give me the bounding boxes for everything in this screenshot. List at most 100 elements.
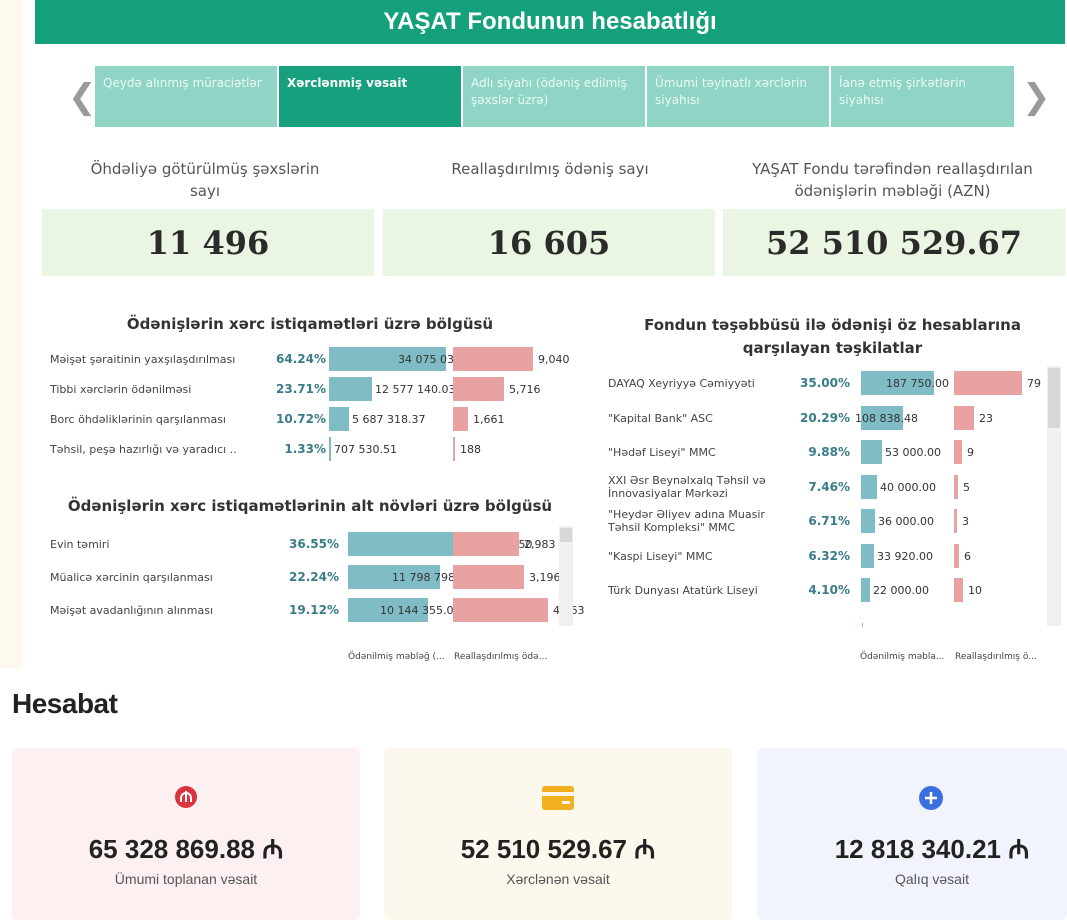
count-bar[interactable] <box>453 532 519 556</box>
organizations-scroll-thumb[interactable] <box>1048 368 1060 428</box>
card-remaining: 12 818 340.21 ₼ Qalıq vəsait <box>757 748 1067 920</box>
card-label: Ümumi toplanan vəsait <box>114 871 258 887</box>
chart-row[interactable]: Məişət avadanlığının alınması 19.12% 10 14… <box>50 598 585 624</box>
card-total-collected: 65 328 869.88 ₼ Ümumi toplanan vəsait <box>12 748 360 920</box>
amount-bar[interactable] <box>861 371 934 395</box>
subtypes-title: Ödənişlərin xərc istiqamətlərinin alt nö… <box>67 497 553 515</box>
amount-bar[interactable] <box>861 509 875 533</box>
kpi-value-payments: 16 605 <box>383 209 715 276</box>
chevron-left-icon[interactable]: ❮ <box>68 77 97 117</box>
count-bar[interactable] <box>453 437 455 461</box>
chart-row[interactable]: Türk Dunyası Atatürk Liseyi 4.10% 22 000.0… <box>608 578 1048 604</box>
kpi-label-persons: Öhdəliyə götürülmüş şəxslərin sayı <box>90 160 320 200</box>
amount-bar[interactable] <box>329 437 331 461</box>
amount-bar[interactable] <box>329 347 446 371</box>
row-percent: 6.71% <box>808 514 850 528</box>
card-label: Xərclənən vəsait <box>506 871 610 887</box>
count-label: 9,040 <box>538 353 570 366</box>
manat-icon <box>175 786 197 813</box>
amount-label: 108 838.48 <box>855 411 918 425</box>
row-label: Məişət avadanlığının alınması <box>50 604 214 617</box>
row-label: "Kapital Bank" ASC <box>608 411 713 425</box>
chart-row[interactable]: Müalicə xərcinin qarşılanması 22.24% 11 79… <box>50 565 561 591</box>
count-bar[interactable] <box>954 509 957 533</box>
count-bar[interactable] <box>954 474 958 499</box>
amount-bar[interactable] <box>329 377 372 401</box>
report-title: Hesabat <box>12 688 118 719</box>
count-bar[interactable] <box>954 578 963 602</box>
count-label: 6 <box>964 549 971 563</box>
count-bar[interactable] <box>453 377 504 401</box>
amount-bar[interactable] <box>861 405 903 430</box>
chart-row[interactable]: Təhsil, peşə hazırlığı və yaradıcı .. 1.3… <box>50 437 570 463</box>
chart-row[interactable]: "Heydər Əliyev adına Muasir Təhsil Kompl… <box>608 508 1048 535</box>
amount-bar[interactable] <box>861 578 870 602</box>
row-percent: 4.10% <box>808 583 850 597</box>
amount-bar[interactable] <box>861 440 882 464</box>
subtypes-scrollbar[interactable] <box>559 526 573 626</box>
subtypes-footer-count: Reallaşdırılmış ödə... <box>454 652 548 662</box>
dashboard-title: YAŞAT Fondunun hesabatlığı <box>35 0 1065 44</box>
chart-row[interactable]: Borc öhdəliklərinin qarşılanması 10.72% 5 … <box>50 407 570 433</box>
row-percent: 9.88% <box>808 445 850 459</box>
amount-bar[interactable] <box>348 598 428 622</box>
kpi-label-amount: YAŞAT Fondu tərəfindən reallaşdırılan öd… <box>752 160 1033 200</box>
amount-label: 187 750.00 <box>886 377 949 390</box>
count-bar[interactable] <box>453 347 533 371</box>
count-label: 2,983 <box>524 538 556 551</box>
card-icon <box>542 786 574 815</box>
amount-label: 11 798 798.46 <box>392 571 473 584</box>
count-bar[interactable] <box>453 598 548 622</box>
chevron-right-icon[interactable]: ❯ <box>1022 77 1051 117</box>
count-bar[interactable] <box>954 440 962 464</box>
organizations-footer-amount: Ödənilmiş məbla... <box>860 652 945 662</box>
amount-bar[interactable] <box>329 407 349 431</box>
count-label: 3 <box>962 515 969 528</box>
chart-row[interactable]: Tibbi xərclərin ödənilməsi 23.71% 12 577 1… <box>50 377 570 403</box>
card-label: Qalıq vəsait <box>895 871 969 887</box>
count-bar[interactable] <box>453 407 468 431</box>
row-percent: 1.33% <box>284 442 326 456</box>
kpi-value-amount: 52 510 529.67 <box>723 209 1065 276</box>
count-bar[interactable] <box>954 543 959 568</box>
organizations-title: Fondun təşəbbüsü ilə ödənişi öz hesablar… <box>644 316 1021 357</box>
row-label: Müalicə xərcinin qarşılanması <box>50 571 213 584</box>
row-percent: 19.12% <box>289 603 339 617</box>
count-bar[interactable] <box>954 405 974 430</box>
chart-row[interactable]: "Kapital Bank" ASC 20.29% 108 838.48 23 <box>608 405 1048 432</box>
chart-row[interactable]: "Hədəf Liseyi" MMC 9.88% 53 000.00 9 <box>608 440 1048 466</box>
chart-row[interactable]: DAYAQ Xeyriyyə Cəmiyyəti 35.00% 187 750.00… <box>608 371 1048 397</box>
organizations-scrollbar[interactable] <box>1047 366 1061 626</box>
row-label: "Heydər Əliyev adına Muasir Təhsil Kompl… <box>608 508 765 534</box>
amount-label: 5 687 318.37 <box>352 413 426 426</box>
amount-bar[interactable] <box>348 565 440 589</box>
tab-spent-funds[interactable]: Xərclənmiş vəsait <box>279 66 461 127</box>
count-label: 9 <box>967 446 974 459</box>
row-percent: 23.71% <box>276 382 326 396</box>
row-label: Türk Dunyası Atatürk Liseyi <box>608 584 758 597</box>
organizations-footer-count: Reallaşdırılmış ö... <box>955 652 1037 662</box>
subtypes-scroll-thumb[interactable] <box>560 528 572 542</box>
count-label: 5 <box>963 480 970 494</box>
count-label: 79 <box>1027 377 1041 390</box>
tab-general-expenses[interactable]: Ümumi təyinatlı xərclərin siyahısı <box>647 66 829 127</box>
amount-label: 53 000.00 <box>885 446 941 459</box>
chart-row[interactable]: Məişət şəraitinin yaxşılaşdırılması 64.24… <box>50 347 570 373</box>
count-label: 188 <box>460 443 481 456</box>
directions-title: Ödənişlərin xərc istiqamətləri üzrə bölg… <box>126 315 494 333</box>
tab-registered-applications[interactable]: Qeydə alınmış müraciətlər <box>95 66 277 127</box>
organizations-cut-row <box>608 617 1048 627</box>
row-percent: 36.55% <box>289 537 339 551</box>
amount-bar[interactable] <box>861 543 874 568</box>
count-label: 23 <box>979 411 993 425</box>
count-bar[interactable] <box>453 565 524 589</box>
tab-named-list[interactable]: Adlı siyahı (ödəniş edilmiş şəxslər üzrə… <box>463 66 645 127</box>
count-bar[interactable] <box>954 371 1022 395</box>
chart-row[interactable]: "Kaspi Liseyi" MMC 6.32% 33 920.00 6 <box>608 543 1048 570</box>
tab-donor-companies[interactable]: İanə etmiş şirkətlərin siyahısı <box>831 66 1014 127</box>
count-label: 10 <box>968 584 982 597</box>
chart-row[interactable]: XXI Əsr Beynəlxalq Təhsil və İnnovasiyal… <box>608 474 1048 501</box>
row-label: Tibbi xərclərin ödənilməsi <box>50 383 192 396</box>
amount-bar[interactable] <box>861 474 877 499</box>
